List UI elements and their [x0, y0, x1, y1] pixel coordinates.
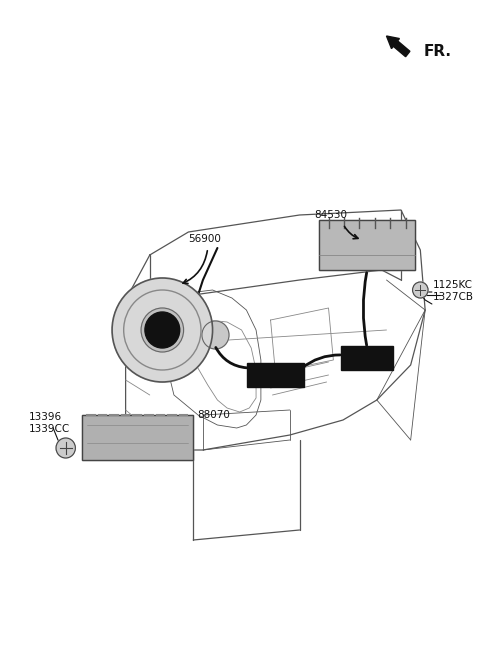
- Text: FR.: FR.: [423, 45, 451, 60]
- FancyBboxPatch shape: [82, 415, 193, 460]
- FancyArrowPatch shape: [301, 355, 340, 368]
- Circle shape: [145, 312, 180, 348]
- Text: 84530: 84530: [314, 210, 347, 220]
- Circle shape: [141, 308, 183, 352]
- FancyBboxPatch shape: [247, 363, 304, 387]
- Text: 1125KC: 1125KC: [433, 280, 473, 290]
- Text: 56900: 56900: [189, 234, 221, 244]
- FancyBboxPatch shape: [341, 346, 393, 370]
- Circle shape: [56, 438, 75, 458]
- Circle shape: [112, 278, 213, 382]
- Text: 88070: 88070: [197, 410, 230, 420]
- Text: 13396: 13396: [29, 412, 62, 422]
- FancyArrowPatch shape: [345, 227, 358, 238]
- FancyArrowPatch shape: [183, 251, 207, 283]
- FancyArrowPatch shape: [363, 273, 367, 346]
- Text: 1327CB: 1327CB: [433, 292, 474, 302]
- FancyArrow shape: [386, 36, 410, 57]
- FancyBboxPatch shape: [319, 220, 416, 270]
- Circle shape: [202, 321, 229, 349]
- FancyArrowPatch shape: [216, 348, 247, 368]
- Text: 1339CC: 1339CC: [29, 424, 70, 434]
- Circle shape: [413, 282, 428, 298]
